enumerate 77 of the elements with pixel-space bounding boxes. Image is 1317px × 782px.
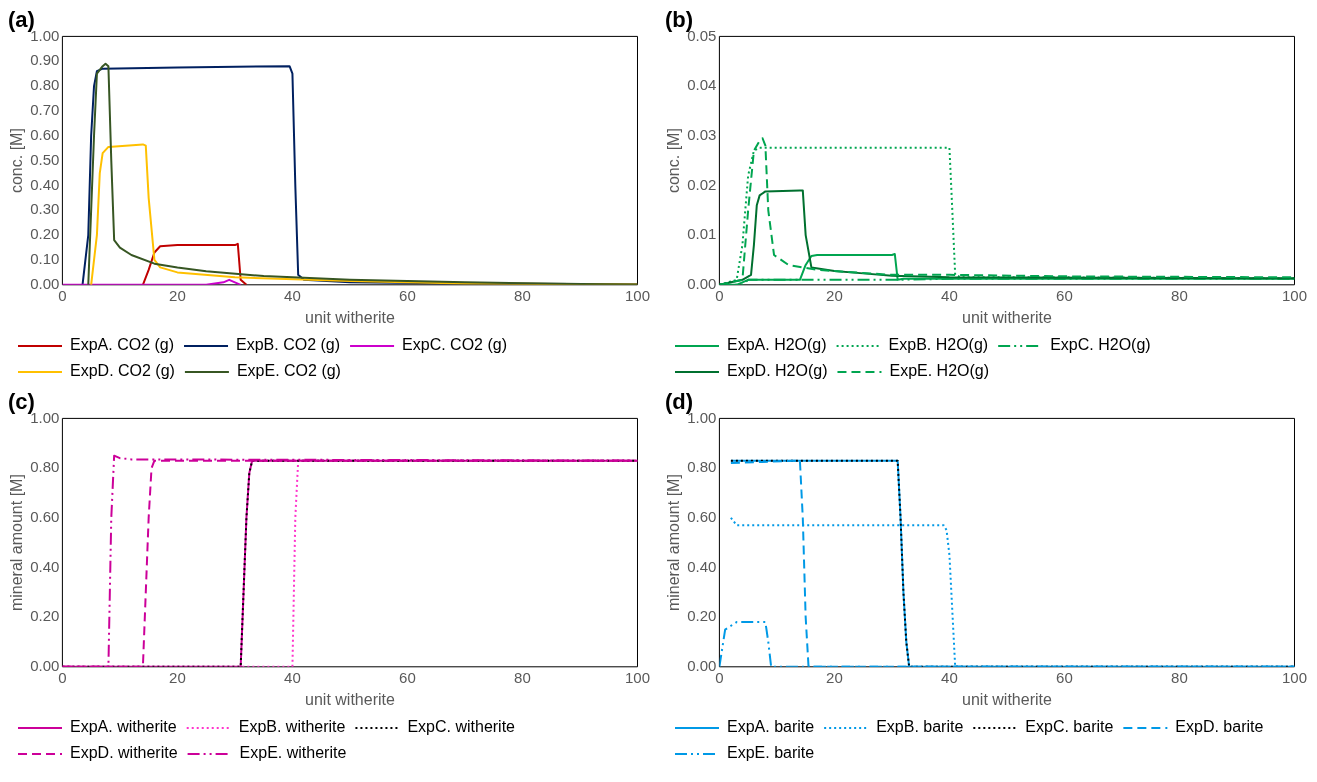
legend-label: ExpE. H2O(g)	[889, 362, 990, 380]
x-tick-label: 20	[826, 668, 843, 686]
x-tick-label: 40	[941, 668, 958, 686]
y-tick-label: 0.80	[30, 458, 60, 476]
y-tick-label: 0.50	[30, 150, 60, 168]
x-tick-label: 0	[58, 286, 67, 304]
legend-label: ExpD. CO2 (g)	[70, 362, 175, 380]
y-tick-label: 0.00	[30, 656, 60, 674]
x-axis-title: unit witherite	[305, 690, 395, 708]
x-tick-label: 80	[1171, 668, 1188, 686]
x-tick-label: 60	[1056, 668, 1073, 686]
y-tick-label: 0.90	[30, 51, 60, 69]
x-tick-label: 100	[1281, 286, 1307, 304]
legend-label: ExpB. H2O(g)	[888, 336, 989, 354]
y-tick-label: 0.20	[30, 225, 60, 243]
y-tick-label: 0.30	[30, 200, 60, 218]
x-tick-label: 0	[715, 286, 724, 304]
x-tick-label: 100	[624, 286, 650, 304]
legend-label: ExpE. witherite	[239, 744, 347, 762]
x-tick-label: 40	[284, 286, 301, 304]
y-axis-title: conc. [M]	[8, 128, 26, 194]
y-tick-label: 0.20	[687, 607, 717, 625]
x-tick-label: 20	[826, 286, 843, 304]
y-tick-label: 0.20	[30, 607, 60, 625]
x-tick-label: 0	[715, 668, 724, 686]
y-tick-label: 0.60	[30, 507, 60, 525]
legend-label: ExpD. barite	[1175, 718, 1264, 736]
y-tick-label: 0.04	[687, 76, 717, 94]
legend-label: ExpA. witherite	[70, 718, 177, 736]
x-tick-label: 100	[1281, 668, 1307, 686]
x-tick-label: 80	[1171, 286, 1188, 304]
y-tick-label: 0.40	[687, 557, 717, 575]
y-tick-label: 0.70	[30, 101, 60, 119]
x-tick-label: 40	[941, 286, 958, 304]
legend-label: ExpC. H2O(g)	[1050, 336, 1151, 354]
y-tick-label: 0.60	[30, 125, 60, 143]
y-tick-label: 0.60	[687, 507, 717, 525]
x-tick-label: 80	[514, 668, 531, 686]
legend-label: ExpC. CO2 (g)	[402, 336, 507, 354]
y-tick-label: 0.80	[687, 458, 717, 476]
x-axis-title: unit witherite	[962, 690, 1052, 708]
x-tick-label: 60	[1056, 286, 1073, 304]
y-tick-label: 0.10	[30, 250, 60, 268]
x-tick-label: 0	[58, 668, 67, 686]
legend-label: ExpA. barite	[727, 718, 815, 736]
y-axis-title: mineral amount [M]	[665, 474, 683, 612]
legend-label: ExpA. H2O(g)	[727, 336, 827, 354]
y-tick-label: 0.80	[30, 76, 60, 94]
legend-label: ExpB. CO2 (g)	[236, 336, 341, 354]
y-tick-label: 0.00	[687, 656, 717, 674]
legend-label: ExpD. H2O(g)	[727, 362, 828, 380]
legend-label: ExpC. barite	[1025, 718, 1114, 736]
x-tick-label: 20	[169, 668, 186, 686]
legend-label: ExpE. CO2 (g)	[236, 362, 341, 380]
x-tick-label: 80	[514, 286, 531, 304]
y-tick-label: 0.03	[687, 125, 717, 143]
legend-label: ExpB. barite	[876, 718, 964, 736]
legend-label: ExpE. barite	[727, 744, 815, 762]
legend-label: ExpC. witherite	[407, 718, 516, 736]
y-tick-label: 0.40	[30, 175, 60, 193]
x-tick-label: 100	[624, 668, 650, 686]
y-tick-label: 0.02	[687, 175, 717, 193]
y-axis-title: mineral amount [M]	[8, 474, 26, 612]
x-tick-label: 20	[169, 286, 186, 304]
x-tick-label: 60	[399, 668, 416, 686]
y-tick-label: 0.00	[687, 274, 717, 292]
y-tick-label: 0.00	[30, 274, 60, 292]
y-axis-title: conc. [M]	[665, 128, 683, 194]
legend-label: ExpB. witherite	[238, 718, 346, 736]
x-axis-title: unit witherite	[962, 308, 1052, 326]
x-tick-label: 40	[284, 668, 301, 686]
legend-label: ExpA. CO2 (g)	[70, 336, 175, 354]
x-axis-title: unit witherite	[305, 308, 395, 326]
legend-label: ExpD. witherite	[70, 744, 178, 762]
x-tick-label: 60	[399, 286, 416, 304]
y-tick-label: 0.01	[687, 225, 717, 243]
y-tick-label: 0.40	[30, 557, 60, 575]
